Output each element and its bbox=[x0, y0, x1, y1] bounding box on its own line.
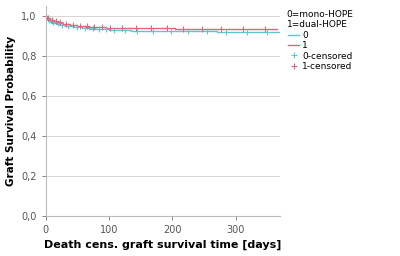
Point bbox=[54, 21, 61, 25]
Point bbox=[164, 26, 170, 30]
Point bbox=[148, 26, 155, 30]
Point bbox=[132, 26, 139, 30]
Point bbox=[70, 23, 76, 27]
Point bbox=[199, 27, 205, 31]
Point bbox=[63, 22, 69, 26]
Point bbox=[223, 29, 229, 34]
Point bbox=[244, 30, 250, 34]
Point bbox=[96, 27, 102, 31]
Point bbox=[52, 19, 59, 23]
Point bbox=[89, 26, 96, 30]
Point bbox=[150, 29, 156, 33]
Point bbox=[46, 18, 53, 22]
Point bbox=[84, 24, 91, 28]
Point bbox=[262, 27, 269, 31]
Point bbox=[59, 23, 65, 27]
Point bbox=[111, 28, 117, 32]
Point bbox=[240, 27, 246, 31]
Point bbox=[57, 20, 64, 24]
Point bbox=[185, 29, 191, 33]
Point bbox=[99, 25, 105, 29]
Point bbox=[74, 25, 80, 29]
Point bbox=[122, 28, 128, 32]
Point bbox=[118, 26, 125, 30]
Point bbox=[103, 27, 109, 31]
Point bbox=[49, 17, 55, 22]
Point bbox=[134, 28, 141, 33]
Point bbox=[180, 27, 186, 31]
Point bbox=[65, 24, 71, 28]
Point bbox=[168, 29, 174, 33]
Point bbox=[218, 27, 224, 31]
Point bbox=[50, 20, 56, 24]
X-axis label: Death cens. graft survival time [days]: Death cens. graft survival time [days] bbox=[44, 240, 282, 250]
Point bbox=[45, 16, 51, 20]
Point bbox=[204, 29, 210, 34]
Point bbox=[77, 24, 84, 28]
Point bbox=[91, 25, 98, 29]
Point bbox=[82, 26, 88, 30]
Y-axis label: Graft Survival Probability: Graft Survival Probability bbox=[6, 35, 16, 186]
Point bbox=[264, 30, 270, 34]
Legend: 0, 1, 0-censored, 1-censored: 0, 1, 0-censored, 1-censored bbox=[287, 10, 354, 71]
Point bbox=[107, 26, 114, 30]
